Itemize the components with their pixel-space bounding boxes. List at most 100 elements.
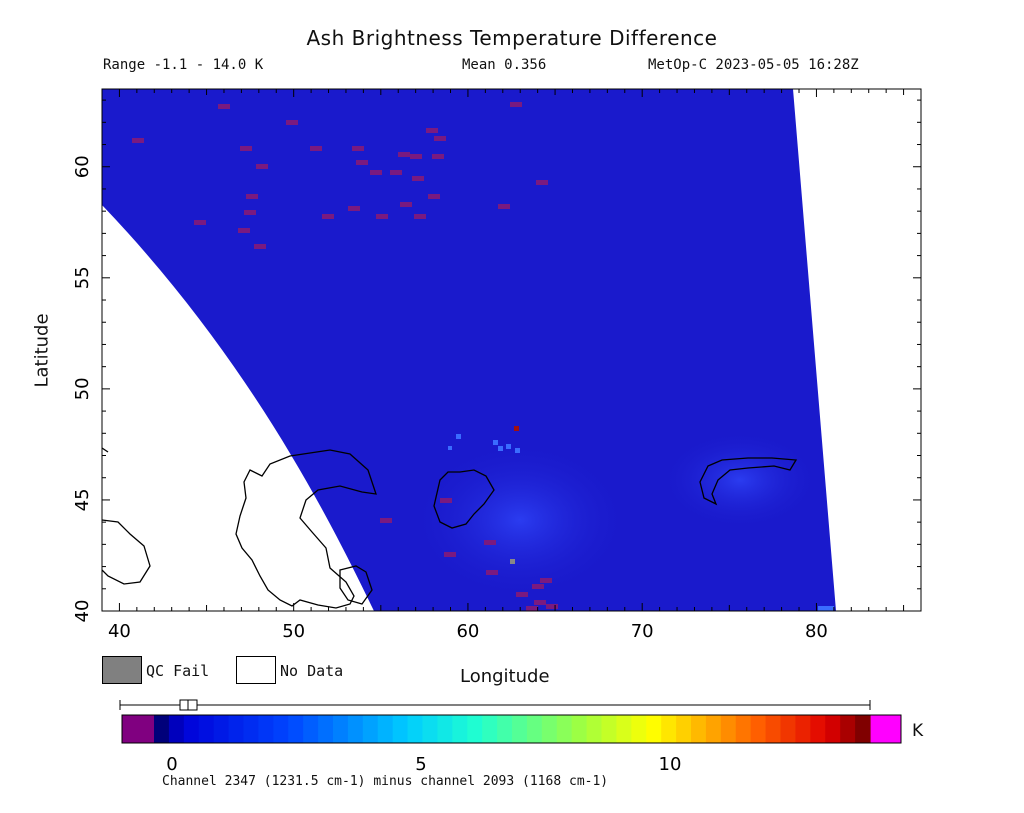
colorbar-segment xyxy=(780,715,797,743)
plot-frame xyxy=(101,88,922,612)
colorbar-segment xyxy=(392,715,409,743)
y-tick-label: 50 xyxy=(72,377,93,400)
low-btd-pixel xyxy=(390,170,402,175)
low-btd-pixel xyxy=(286,120,298,125)
low-btd-pixel xyxy=(426,128,438,133)
data-swath xyxy=(102,89,836,611)
low-btd-pixel xyxy=(526,606,538,611)
low-btd-pixel xyxy=(244,210,256,215)
colorbar-segment xyxy=(512,715,528,743)
low-btd-pixel xyxy=(414,214,426,219)
low-btd-pixel xyxy=(310,146,322,151)
low-btd-pixel xyxy=(400,202,412,207)
colorbar-segment xyxy=(362,715,379,743)
y-axis-label: Latitude xyxy=(31,313,53,388)
x-tick-label: 70 xyxy=(631,621,654,642)
mean-stat: Mean 0.356 xyxy=(462,57,547,73)
low-btd-pixel xyxy=(532,584,544,589)
low-btd-pixel xyxy=(510,102,522,107)
colorbar-segment xyxy=(198,715,215,743)
low-btd-pixel xyxy=(376,214,388,219)
range-stat: Range -1.1 - 14.0 K xyxy=(103,57,264,73)
colorbar-high-cap xyxy=(870,715,901,743)
colorbar-segment xyxy=(228,715,245,743)
low-btd-pixel xyxy=(410,154,422,159)
colorbar-segment xyxy=(318,715,334,743)
ash-pixel xyxy=(493,440,498,445)
colorbar-segment xyxy=(213,715,230,743)
coastlines xyxy=(102,447,798,609)
ash-pixel xyxy=(506,444,511,449)
colorbar-segment xyxy=(795,715,811,743)
x-axis-label: Longitude xyxy=(460,666,550,687)
low-btd-pixel xyxy=(536,180,548,185)
colorbar-segment xyxy=(810,715,826,743)
qc-fail-swatch xyxy=(102,656,142,684)
colorbar-segment xyxy=(437,715,453,743)
low-btd-pixel xyxy=(434,136,446,141)
mean-marker xyxy=(179,699,198,711)
colorbar-segment xyxy=(467,715,483,743)
colorbar-segment xyxy=(288,715,304,743)
x-tick-label: 50 xyxy=(282,621,305,642)
qc-fail-label: QC Fail xyxy=(146,662,210,680)
colorbar-segment xyxy=(676,715,692,743)
colorbar-tick-label: 5 xyxy=(415,754,426,775)
colorbar-segment xyxy=(571,715,588,743)
colorbar-segment xyxy=(482,715,498,743)
colorbar-segment xyxy=(855,715,871,743)
low-btd-pixel xyxy=(238,228,250,233)
low-btd-pixel xyxy=(246,194,258,199)
x-tick-label: 60 xyxy=(456,621,479,642)
no-data-swatch xyxy=(236,656,276,684)
colorbar-segment xyxy=(154,715,170,743)
colorbar-low-cap xyxy=(122,715,154,743)
low-btd-pixel xyxy=(254,244,266,249)
colorbar-segment xyxy=(377,715,394,743)
x-axis: 40 50 60 70 80 xyxy=(108,89,922,642)
low-btd-pixel xyxy=(370,170,382,175)
colorbar-segment xyxy=(661,715,677,743)
low-btd-pixel xyxy=(428,194,440,199)
colorbar-tick-label: 0 xyxy=(166,754,177,775)
colorbar-segment xyxy=(347,715,364,743)
colorbar-segment xyxy=(765,715,782,743)
y-tick-label: 45 xyxy=(72,488,93,511)
low-btd-pixel xyxy=(256,164,268,169)
low-btd-pixel xyxy=(398,152,410,157)
ash-pixel xyxy=(818,606,834,611)
x-tick-label: 40 xyxy=(108,621,131,642)
colorbar-segment xyxy=(407,715,424,743)
map-title: Ash Brightness Temperature Difference xyxy=(306,26,718,50)
colorbar-segment xyxy=(646,715,662,743)
low-btd-pixel xyxy=(240,146,252,151)
low-btd-pixel xyxy=(432,154,444,159)
colorbar-segment xyxy=(631,715,647,743)
colorbar-segment xyxy=(720,715,737,743)
low-btd-pixel xyxy=(412,176,424,181)
y-axis: 60 55 50 45 40 xyxy=(72,99,921,623)
low-btd-pixel xyxy=(348,206,360,211)
low-btd-pixel xyxy=(440,498,452,503)
qc-fail-pixel xyxy=(510,559,515,564)
y-tick-label: 40 xyxy=(72,600,93,623)
channel-caption: Channel 2347 (1231.5 cm-1) minus channel… xyxy=(162,774,609,789)
colorbar-segment xyxy=(273,715,289,743)
low-btd-pixel xyxy=(516,592,528,597)
colorbar-segment xyxy=(541,715,558,743)
colorbar-segment xyxy=(705,715,722,743)
ash-pixel xyxy=(498,446,503,451)
low-btd-pixel xyxy=(546,604,558,609)
colorbar-segment xyxy=(333,715,349,743)
colorbar-segment xyxy=(168,715,185,743)
warm-region xyxy=(410,440,630,600)
colorbar-segment xyxy=(422,715,439,743)
low-btd-pixel xyxy=(540,578,552,583)
colorbar-unit: K xyxy=(912,721,924,741)
colorbar-segment xyxy=(840,715,856,743)
low-btd-pixel xyxy=(444,552,456,557)
low-btd-pixel xyxy=(534,600,546,605)
low-btd-pixel xyxy=(498,204,510,209)
low-btd-pixel xyxy=(484,540,496,545)
ash-pixel xyxy=(448,446,452,450)
